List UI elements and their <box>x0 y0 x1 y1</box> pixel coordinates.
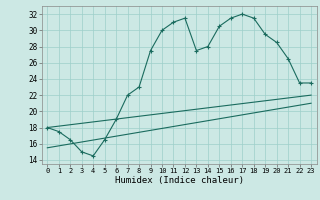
X-axis label: Humidex (Indice chaleur): Humidex (Indice chaleur) <box>115 176 244 185</box>
